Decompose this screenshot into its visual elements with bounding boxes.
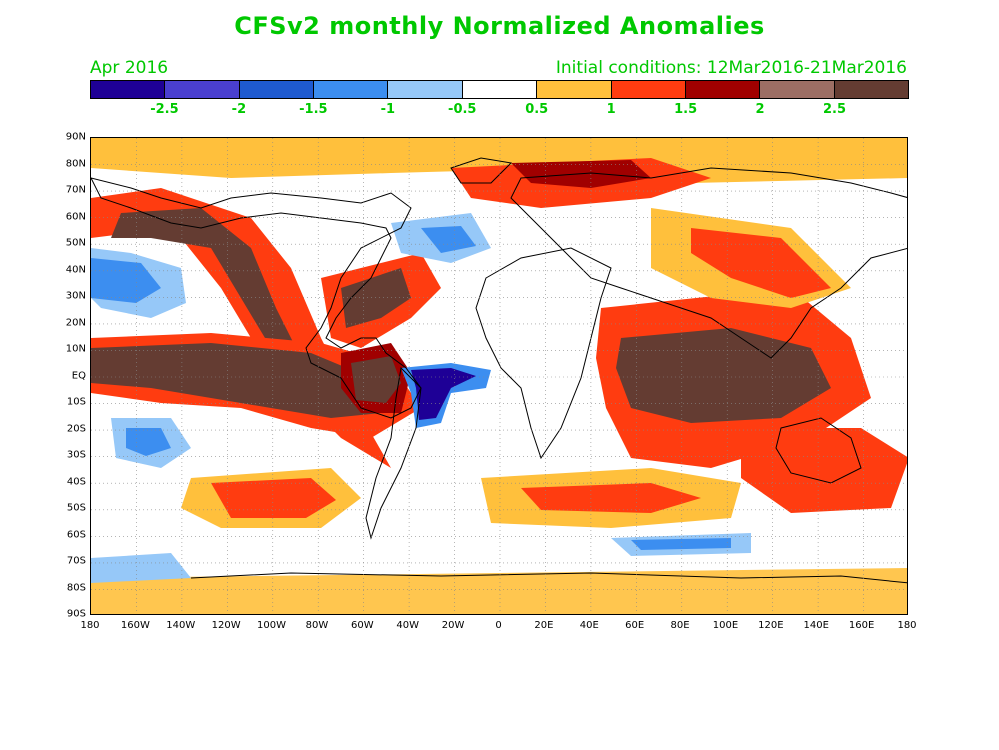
anomaly-shading [91, 138, 907, 614]
colorbar-tick-label: -1.5 [299, 102, 328, 117]
latitude-label: 50S [66, 502, 86, 514]
latitude-label: 80N [65, 158, 86, 169]
longitude-label: 120W [211, 620, 241, 631]
anomaly-map-svg [91, 138, 907, 614]
colorbar-segment [760, 81, 835, 98]
latitude-label: 50N [65, 237, 86, 249]
longitude-label: 60E [625, 620, 645, 631]
longitude-label: 80E [670, 620, 690, 631]
map-title: CFSv2 monthly Normalized Anomalies [234, 12, 765, 40]
latitude-label: 20N [65, 317, 86, 328]
colorbar-segment [239, 81, 315, 98]
colorbar-tick-label: 0.5 [525, 102, 549, 117]
latitude-label: 90S [66, 608, 86, 620]
latitude-label: 70S [66, 555, 86, 567]
latitude-label: 60N [65, 211, 86, 222]
colorbar-segment [165, 81, 240, 98]
forecast-month: Apr 2016 [90, 58, 169, 78]
longitude-label: 20E [534, 620, 554, 631]
colorbar-segment [834, 81, 908, 98]
latitude-label: 80S [66, 582, 86, 593]
longitude-label: 180 [897, 620, 917, 631]
colorbar-tick-label: -0.5 [448, 102, 477, 117]
latitude-label: 10N [65, 343, 86, 355]
colorbar-tick-label: 1 [606, 102, 616, 117]
longitude-label: 60W [351, 620, 374, 631]
longitude-label: 120E [758, 620, 784, 631]
colorbar [90, 80, 909, 99]
longitude-label: 100W [257, 620, 287, 631]
latitude-label: 30S [66, 449, 86, 461]
longitude-label: 40W [396, 620, 420, 631]
colorbar-segment [388, 81, 463, 98]
longitude-label: 140W [166, 620, 196, 631]
latitude-label: EQ [71, 370, 86, 381]
anomaly-map [90, 137, 908, 615]
colorbar-tick-label: 2 [755, 102, 765, 117]
latitude-label: 90N [65, 131, 86, 143]
initial-conditions: Initial conditions: 12Mar2016-21Mar2016 [555, 58, 907, 78]
latitude-label: 70N [65, 184, 86, 196]
latitude-label: 20S [66, 423, 86, 434]
colorbar-tick-label: 1.5 [674, 102, 698, 117]
longitude-label: 40E [579, 620, 599, 631]
colorbar-tick-label: -1 [380, 102, 396, 117]
colorbar-segment [537, 81, 612, 98]
colorbar-segment [462, 81, 538, 98]
longitude-label: 180 [80, 620, 100, 631]
colorbar-segment [685, 81, 761, 98]
latitude-label: 10S [66, 396, 86, 408]
latitude-label: 40S [66, 476, 86, 487]
latitude-label: 40N [65, 264, 86, 275]
colorbar-segment [314, 81, 389, 98]
graticule [91, 138, 907, 614]
longitude-label: 80W [305, 620, 329, 631]
latitude-label: 60S [66, 529, 86, 540]
longitude-label: 140E [803, 620, 829, 631]
longitude-label: 160E [848, 620, 875, 631]
latitude-label: 30N [65, 290, 86, 302]
colorbar-tick-label: 2.5 [823, 102, 847, 117]
longitude-label: 160W [120, 620, 150, 631]
longitude-label: 20W [441, 620, 465, 631]
longitude-label: 100E [712, 620, 739, 631]
colorbar-segment [91, 81, 166, 98]
colorbar-tick-label: -2 [231, 102, 247, 117]
colorbar-tick-label: -2.5 [150, 102, 179, 117]
colorbar-segment [611, 81, 686, 98]
coastlines [91, 157, 907, 584]
longitude-label: 0 [495, 620, 502, 631]
